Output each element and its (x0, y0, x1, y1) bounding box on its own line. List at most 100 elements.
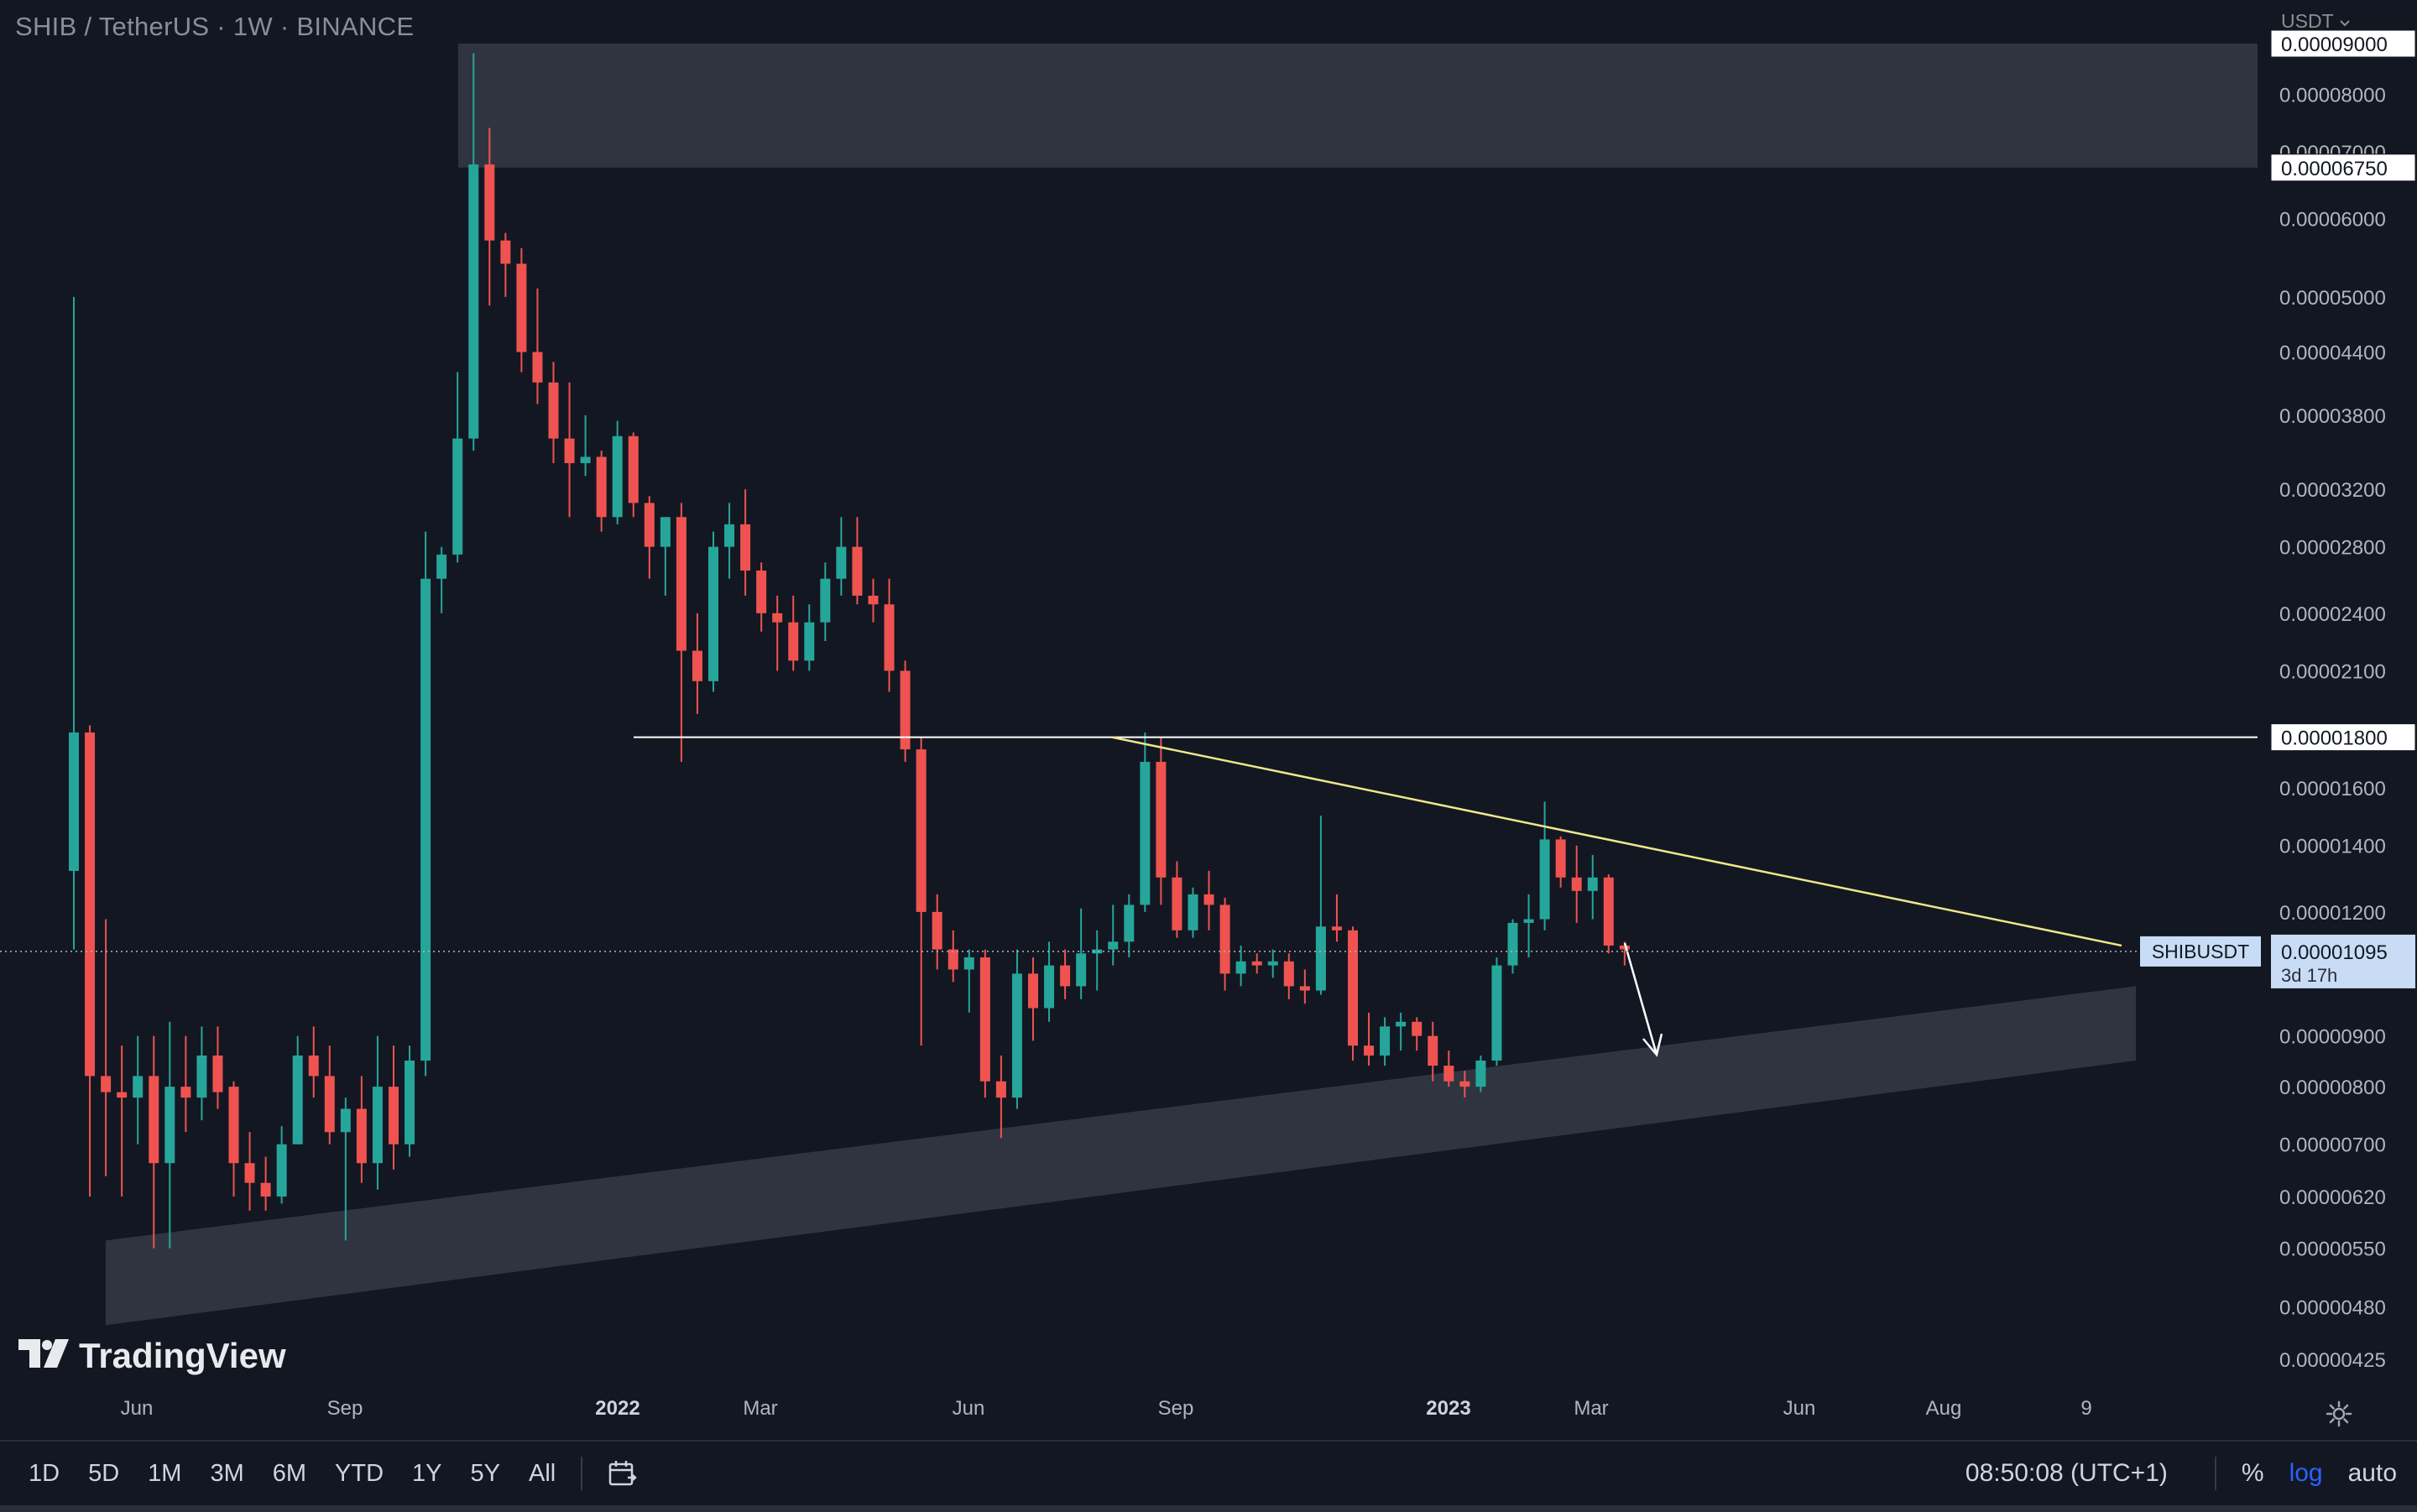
timeframe-5y-button[interactable]: 5Y (470, 1459, 501, 1487)
candle (1060, 949, 1071, 999)
timeframe-1y-button[interactable]: 1Y (412, 1459, 442, 1487)
candle-body (1203, 894, 1214, 905)
percent-scale-toggle[interactable]: % (2241, 1459, 2264, 1487)
legend-interval: 1W (232, 12, 273, 41)
legend-exchange: BINANCE (296, 12, 415, 41)
candle-body (596, 456, 607, 518)
price-chart[interactable]: Jun Sep 2022 Mar Jun Sep 2023 Mar Jun Aug 9 0.0000… (0, 0, 2417, 1440)
price-axis-label: 0.00003800 (2279, 405, 2386, 428)
candle (324, 1045, 335, 1144)
candle (1011, 949, 1022, 1109)
projection-arrow-head (1642, 1033, 1663, 1057)
candle-body (884, 604, 895, 671)
candle (868, 578, 879, 623)
symbol-price-tag[interactable]: SHIBUSDT (2140, 936, 2261, 967)
candle-body (85, 732, 96, 1077)
price-axis-label: 0.00004400 (2279, 342, 2386, 365)
candle-body (1587, 877, 1598, 891)
log-scale-toggle[interactable]: log (2289, 1459, 2323, 1487)
candle-body (180, 1087, 191, 1098)
calendar-range-icon[interactable] (608, 1459, 638, 1488)
candle (1412, 1017, 1423, 1051)
candle-body (1539, 839, 1550, 920)
timeframe-1d-button[interactable]: 1D (29, 1459, 60, 1487)
price-axis-label: 0.00000480 (2279, 1296, 2386, 1319)
bar-countdown: 3d 17h (2281, 965, 2337, 986)
timeframe-1m-button[interactable]: 1M (148, 1459, 182, 1487)
candle (612, 420, 623, 524)
legend-separator: · (217, 12, 226, 41)
candle-body (405, 1060, 415, 1144)
price-axis-label: 0.00002400 (2279, 603, 2386, 626)
toolbar-divider (2214, 1457, 2216, 1490)
price-axis-top-label[interactable]: 0.00009000 (2270, 29, 2416, 58)
candle (1140, 732, 1151, 912)
candle (1507, 919, 1518, 974)
resistance-level-label-box (2270, 154, 2416, 182)
currency-selector[interactable]: USDT (2281, 10, 2351, 33)
time-axis-label: Aug (1926, 1397, 1962, 1420)
timeframe-3m-button[interactable]: 3M (210, 1459, 244, 1487)
candle (436, 546, 447, 613)
candle (452, 372, 463, 563)
auto-scale-toggle[interactable]: auto (2347, 1459, 2397, 1487)
candle (420, 531, 431, 1077)
candle (1555, 836, 1566, 888)
tradingview-logo[interactable]: TradingView (18, 1336, 286, 1376)
candle-body (1172, 877, 1182, 931)
candle-body (484, 164, 495, 241)
price-axis-label: 0.00000900 (2279, 1026, 2386, 1049)
candle-body (260, 1182, 271, 1197)
tradingview-logo-text: TradingView (79, 1336, 286, 1375)
time-axis[interactable]: Jun Sep 2022 Mar Jun Sep 2023 Mar Jun Aug 9 (121, 1397, 2092, 1420)
candle-body (660, 517, 671, 547)
timeframe-6m-button[interactable]: 6M (272, 1459, 307, 1487)
candle-body (1028, 973, 1038, 1009)
candle-body (979, 957, 990, 1082)
candle (340, 1098, 351, 1241)
horizontal-level-label[interactable]: 0.00001800 (2270, 723, 2416, 752)
candle (564, 382, 575, 518)
candle-body (644, 503, 655, 547)
candle-body (292, 1055, 303, 1144)
descending-trendline[interactable] (1111, 736, 2122, 947)
price-axis[interactable]: 0.000090000.000080000.000070000.00006000… (2140, 29, 2416, 1372)
candle-body (820, 578, 831, 623)
candle-body (1331, 926, 1342, 931)
candle-body (1251, 961, 1262, 966)
candle-body (452, 438, 463, 555)
clock-timezone[interactable]: 08:50:08 (UTC+1) (1965, 1459, 2168, 1487)
candle (644, 496, 655, 579)
candle-body (1459, 1081, 1470, 1087)
candle (628, 432, 639, 518)
timeframe-ytd-button[interactable]: YTD (335, 1459, 384, 1487)
symbol-legend[interactable]: SHIB / TetherUS · 1W · BINANCE (15, 12, 414, 42)
timeframe-all-button[interactable]: All (529, 1459, 556, 1487)
candle (1188, 887, 1198, 938)
candle (820, 562, 831, 642)
candle-body (756, 570, 767, 613)
candle-body (1060, 965, 1071, 987)
candle (1603, 873, 1614, 954)
toolbar-right-group: 08:50:08 (UTC+1) % log auto (1965, 1442, 2397, 1505)
price-axis-label: 0.00001200 (2279, 902, 2386, 925)
candle (372, 1035, 383, 1190)
candle-body (149, 1076, 159, 1164)
timeframe-5d-button[interactable]: 5D (88, 1459, 120, 1487)
price-axis-label: 0.00000700 (2279, 1134, 2386, 1157)
chart-settings-gear-icon[interactable] (2325, 1400, 2353, 1432)
candle (756, 562, 767, 632)
resistance-level-label[interactable]: 0.00006750 (2270, 154, 2416, 182)
candle-body (580, 456, 591, 463)
support-channel-zone[interactable] (106, 986, 2136, 1326)
price-axis-top-label-box (2270, 29, 2416, 58)
candle-body (164, 1087, 175, 1164)
horizontal-level-label-text: 0.00001800 (2281, 727, 2388, 750)
candle (1428, 1021, 1438, 1082)
candle (1331, 894, 1342, 942)
candle (1219, 898, 1230, 991)
projection-arrow-icon[interactable] (1623, 942, 1663, 1057)
resistance-zone[interactable] (458, 44, 2258, 168)
candle (724, 503, 735, 579)
